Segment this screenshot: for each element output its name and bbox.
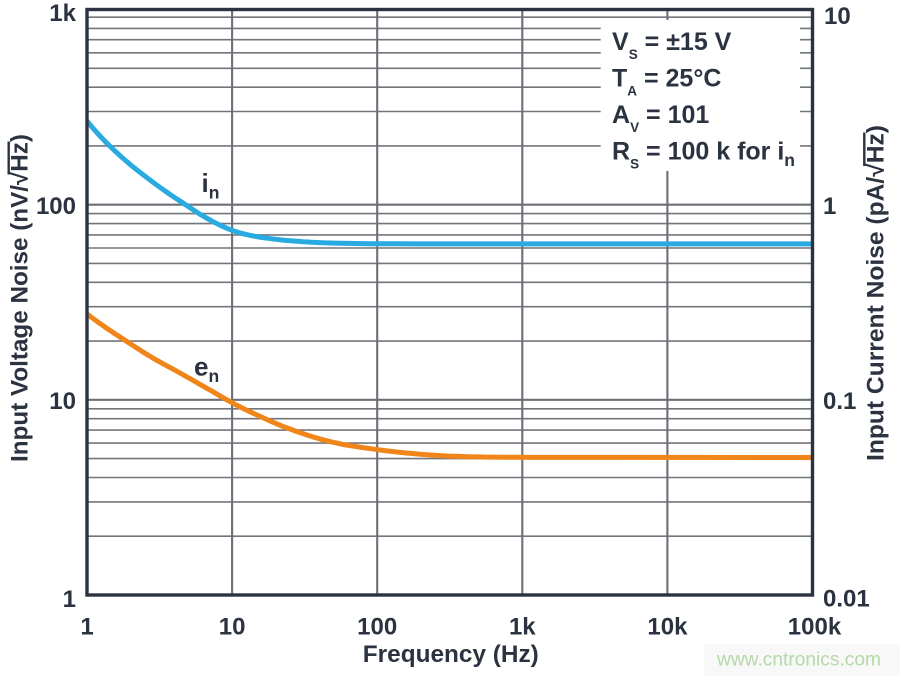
svg-text:0.1: 0.1 (823, 388, 856, 415)
svg-text:1k: 1k (49, 0, 76, 27)
svg-text:1: 1 (80, 613, 93, 640)
svg-text:www.cntronics.com: www.cntronics.com (716, 650, 881, 671)
svg-text:10: 10 (49, 388, 76, 415)
svg-text:Frequency (Hz): Frequency (Hz) (363, 641, 539, 668)
svg-text:10: 10 (824, 3, 851, 30)
svg-text:1: 1 (63, 586, 76, 613)
svg-text:Input Voltage Noise (nV/√Hz): Input Voltage Noise (nV/√Hz) (7, 134, 34, 462)
svg-text:10k: 10k (647, 613, 688, 640)
svg-text:1: 1 (823, 193, 836, 220)
svg-text:1k: 1k (509, 613, 536, 640)
svg-text:100k: 100k (788, 613, 842, 640)
svg-text:100: 100 (36, 193, 76, 220)
svg-text:100: 100 (357, 613, 397, 640)
svg-text:10: 10 (219, 613, 246, 640)
svg-text:Input Current Noise (pA/√Hz): Input Current Noise (pA/√Hz) (863, 125, 890, 461)
svg-text:0.01: 0.01 (823, 586, 870, 613)
